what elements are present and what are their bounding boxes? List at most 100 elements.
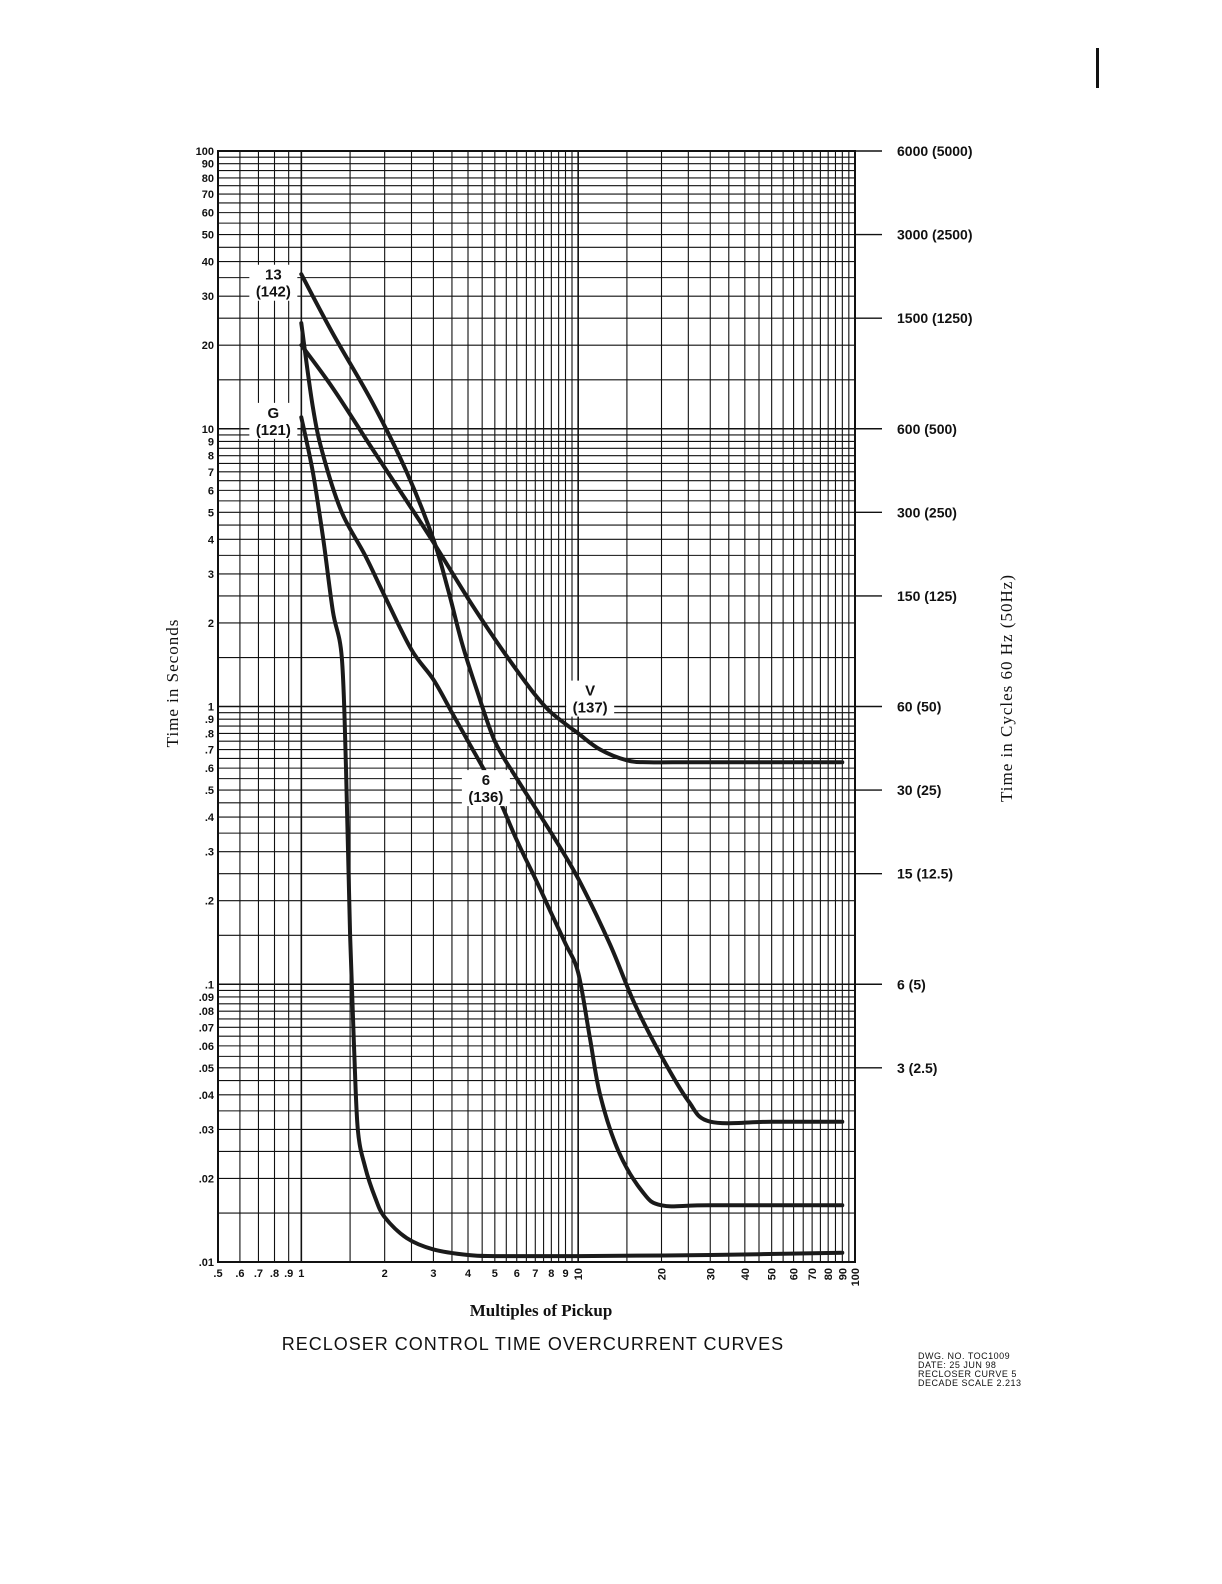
right-axis-label: 30 (25) [897,782,941,798]
y-tick-label: 2 [208,618,214,630]
y-tick-label: .1 [205,979,214,991]
y-tick-label: 70 [202,189,214,201]
y-tick-label: .5 [205,785,214,797]
y-tick-label: .05 [199,1063,214,1075]
curve-g [299,415,845,1259]
y-tick-label: 90 [202,159,214,171]
x-tick-label: 8 [548,1268,554,1280]
right-axis-label: 300 (250) [897,504,957,520]
y-tick-label: 9 [208,436,214,448]
y-tick-label: .4 [205,812,215,824]
y-tick-label: .9 [205,714,214,726]
right-axis-label: 1500 (1250) [897,310,973,326]
drawing-info-block: DWG. NO. TOC1009 DATE: 25 JUN 98 RECLOSE… [918,1352,1022,1388]
y-tick-label: .6 [205,763,214,775]
drawing-number: DWG. NO. TOC1009 [918,1351,1011,1361]
curve-label-line2: (121) [256,422,291,439]
y-tick-label: .01 [199,1257,214,1269]
y-tick-label: 60 [202,208,214,220]
x-tick-label: 9 [562,1268,568,1280]
x-axis-title: Multiples of Pickup [470,1301,613,1320]
y-tick-label: .2 [205,896,214,908]
y-tick-label: 20 [202,340,214,352]
x-tick-label: 40 [740,1268,752,1280]
chart-title: RECLOSER CONTROL TIME OVERCURRENT CURVES [281,1334,785,1354]
chart-curves [299,272,845,1259]
curve-label-line1: G [267,405,279,422]
y-tick-label: 80 [202,173,214,185]
y-tick-label: 5 [208,507,214,519]
x-tick-label: 5 [492,1268,498,1280]
curve-label-line2: (136) [468,789,503,806]
curve-label-line1: 6 [482,772,490,789]
right-axis-label: 3 (2.5) [897,1060,937,1076]
right-axis-label: 150 (125) [897,588,957,604]
right-axis-label: 3000 (2500) [897,227,973,243]
x-tick-label: .6 [235,1268,244,1280]
x-tick-label: 50 [767,1268,779,1280]
y-tick-label: .04 [199,1090,215,1102]
y-axis-title: Time in Seconds [163,619,182,748]
curve-label-line1: 13 [265,267,282,284]
drawing-curve: RECLOSER CURVE 5 [918,1369,1017,1379]
curve-label-background [566,680,615,717]
y-tick-label: 30 [202,291,214,303]
y-tick-label: .8 [205,728,214,740]
y-tick-label: .08 [199,1006,214,1018]
x-tick-label: 20 [657,1268,669,1280]
drawing-scale: DECADE SCALE 2.213 [918,1378,1022,1388]
y-tick-label: 1 [208,702,214,714]
page-margin-mark [1096,48,1099,88]
y-tick-label: 40 [202,257,214,269]
curve-label-line2: (142) [256,284,291,301]
x-tick-label: 1 [298,1268,304,1280]
x-tick-label: 4 [465,1268,472,1280]
y-tick-label: 100 [196,146,214,158]
y-tick-label: .06 [199,1041,214,1053]
y-tick-label: 8 [208,451,214,463]
y-tick-label: 50 [202,230,214,242]
y2-axis-title: Time in Cycles 60 Hz (50Hz) [997,574,1016,802]
x-tick-label: 30 [705,1268,717,1280]
x-tick-label: 6 [514,1268,520,1280]
chart-grid [217,150,882,1263]
x-tick-label: 7 [532,1268,538,1280]
curve-label-background [461,770,510,807]
y-tick-label: .7 [205,745,214,757]
x-tick-label: 80 [823,1268,835,1280]
curve-label-background [249,264,298,301]
x-tick-label: 70 [807,1268,819,1280]
y-tick-label: .03 [199,1124,214,1136]
x-tick-label: .9 [284,1268,293,1280]
chart-labels: 100908070605040302010987654321.9.8.7.6.5… [163,143,1016,1320]
x-tick-label: 60 [789,1268,801,1280]
y-tick-label: 4 [208,534,215,546]
y-tick-label: 3 [208,569,214,581]
y-tick-label: .07 [199,1022,214,1034]
y-tick-label: .02 [199,1173,214,1185]
x-tick-label: .7 [254,1268,263,1280]
x-tick-label: 100 [850,1268,862,1286]
drawing-date: DATE: 25 JUN 98 [918,1360,997,1370]
curve-label-background [249,402,298,439]
x-tick-label: 10 [573,1268,585,1280]
right-axis-label: 6000 (5000) [897,143,973,159]
curve-v [299,343,845,765]
curve-label-line1: V [585,683,595,700]
right-axis-label: 15 (12.5) [897,866,953,882]
y-tick-label: 10 [202,424,214,436]
right-axis-label: 6 (5) [897,976,926,992]
curve-label-6: 6(136) [461,770,510,807]
y-tick-label: 7 [208,467,214,479]
curve-label-v: V(137) [566,680,615,717]
x-tick-label: .8 [270,1268,279,1280]
curve-label-g: G(121) [249,402,298,439]
curve-6 [299,321,845,1209]
y-tick-label: .3 [205,847,214,859]
right-axis-label: 600 (500) [897,421,957,437]
curve-label-13: 13(142) [249,264,298,301]
curve-13 [299,272,845,1126]
x-tick-label: 90 [837,1268,849,1280]
x-tick-label: 3 [430,1268,436,1280]
